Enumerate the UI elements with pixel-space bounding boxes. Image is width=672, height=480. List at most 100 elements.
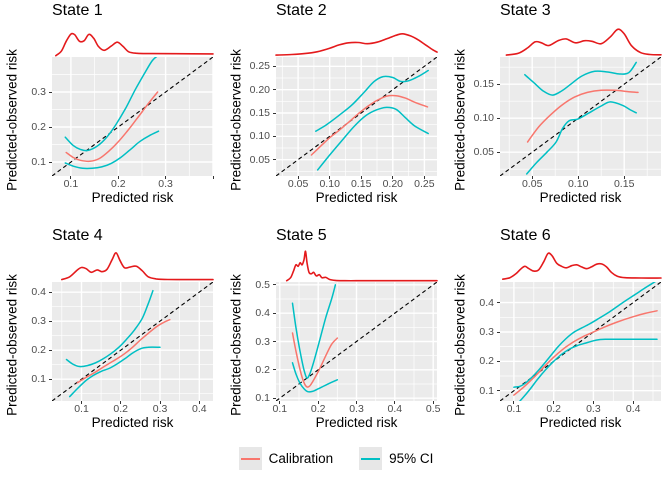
x-tick-label: 0.10 (319, 178, 340, 190)
x-tick-label: 0.3 (152, 403, 168, 415)
calibration-plot (52, 282, 213, 401)
y-tick-mark (49, 320, 52, 322)
facet-state-6: State 6 Predicted-observed risk 0.1 0.2 0.… (448, 225, 672, 450)
density-plot (505, 28, 662, 56)
x-axis-label: Predicted risk (539, 415, 622, 430)
x-tick-mark (513, 401, 515, 404)
y-tick-label: 0.4 (479, 296, 494, 309)
x-tick-label: 0.3 (349, 403, 364, 415)
x-tick-mark (423, 176, 425, 179)
y-tick-label: 0.1 (479, 384, 494, 397)
x-tick-label: 0.1 (506, 403, 522, 415)
panel-title: State 6 (500, 227, 551, 244)
density-plot (285, 250, 438, 282)
x-tick-mark (212, 176, 214, 179)
x-tick-mark (159, 401, 161, 404)
y-tick-label: 0.25 (249, 60, 270, 73)
x-tick-mark (623, 176, 625, 179)
x-tick-mark (329, 176, 331, 179)
x-axis-label: Predicted risk (91, 190, 174, 205)
y-tick-mark (273, 159, 276, 161)
legend-key-calibration (238, 447, 262, 470)
y-tick-label: 0.1 (31, 156, 46, 168)
panel-title: State 4 (52, 227, 103, 244)
x-tick-mark (577, 176, 579, 179)
x-tick-mark (198, 401, 200, 404)
panel-title: State 1 (52, 2, 103, 19)
x-tick-label: 0.15 (350, 178, 372, 190)
y-tick-mark (497, 302, 500, 304)
x-tick-label: 0.3 (586, 403, 601, 415)
x-tick-label: 0.15 (613, 178, 635, 190)
legend-label: Calibration (268, 451, 334, 466)
panel-title: State 2 (276, 2, 327, 19)
x-axis-label: Predicted risk (315, 190, 398, 205)
y-tick-mark (49, 378, 52, 380)
y-tick-label: 0.3 (255, 335, 270, 348)
y-tick-label: 0.10 (249, 130, 270, 143)
density-plot (55, 32, 214, 57)
y-tick-label: 0.15 (473, 78, 494, 91)
calibration-plot (500, 57, 661, 176)
x-tick-label: 0.1 (74, 403, 89, 415)
x-tick-label: 0.5 (425, 403, 441, 415)
calibration-plot (52, 57, 213, 176)
x-tick-mark (360, 176, 362, 179)
x-tick-mark (392, 176, 394, 179)
y-tick-mark (497, 83, 500, 85)
x-tick-mark (70, 176, 72, 179)
calibration-plot (276, 57, 437, 176)
legend: Calibration 95% CI (0, 447, 672, 470)
x-tick-mark (553, 401, 555, 404)
y-tick-label: 0.2 (31, 121, 46, 133)
x-tick-label: 0.2 (113, 403, 128, 415)
x-tick-mark (120, 401, 122, 404)
y-tick-mark (497, 117, 500, 119)
y-tick-label: 0.05 (249, 153, 270, 166)
x-axis-label: Predicted risk (539, 190, 622, 205)
x-tick-label: 0.10 (567, 178, 589, 190)
density-plot (61, 252, 214, 281)
y-tick-mark (49, 161, 52, 163)
panel-title: State 5 (276, 227, 327, 244)
y-tick-mark (49, 349, 52, 351)
density-plot (502, 252, 662, 280)
y-tick-label: 0.20 (249, 83, 270, 96)
x-tick-label: 0.2 (110, 178, 126, 190)
facet-state-2: State 2 Predicted-observed risk 0.05 0.10… (224, 0, 448, 225)
y-tick-label: 0.15 (249, 107, 270, 119)
facet-state-5: State 5 Predicted-observed risk 0.1 0.2 0.… (224, 225, 448, 450)
x-tick-mark (81, 401, 82, 404)
x-tick-mark (117, 176, 119, 179)
legend-item-calibration: Calibration (238, 447, 334, 470)
y-tick-label: 0.4 (255, 307, 270, 320)
calibration-plot (276, 282, 437, 401)
x-tick-mark (356, 401, 357, 404)
x-tick-mark (317, 401, 319, 404)
y-tick-label: 0.2 (31, 344, 46, 357)
legend-label: 95% CI (389, 451, 434, 466)
y-tick-mark (273, 369, 276, 371)
y-tick-mark (497, 390, 500, 392)
x-tick-mark (531, 176, 533, 179)
x-tick-mark (279, 401, 281, 404)
facet-state-4: State 4 Predicted-observed risk 0.1 0.2 0.… (0, 225, 224, 450)
y-tick-label: 0.4 (31, 286, 46, 299)
x-tick-mark (394, 401, 396, 404)
x-tick-label: 0.4 (625, 403, 641, 415)
x-tick-label: 0.2 (546, 403, 561, 415)
legend-item-ci: 95% CI (359, 447, 433, 470)
facet-state-3: State 3 Predicted-observed risk 0.05 0.10… (448, 0, 672, 225)
y-tick-mark (497, 151, 500, 153)
y-tick-label: 0.2 (479, 355, 494, 368)
x-axis-label: Predicted risk (315, 415, 398, 430)
facet-state-1: State 1 Predicted-observed risk 0.1 0.2 0.… (0, 0, 224, 225)
x-tick-label: 0.3 (158, 178, 173, 190)
x-tick-label: 0.05 (287, 178, 309, 190)
y-tick-mark (273, 341, 276, 342)
y-tick-label: 0.2 (255, 363, 270, 376)
x-tick-label: 0.25 (414, 178, 435, 190)
y-tick-label: 0.5 (255, 278, 270, 291)
x-tick-label: 0.20 (382, 178, 404, 190)
x-tick-mark (592, 401, 594, 404)
